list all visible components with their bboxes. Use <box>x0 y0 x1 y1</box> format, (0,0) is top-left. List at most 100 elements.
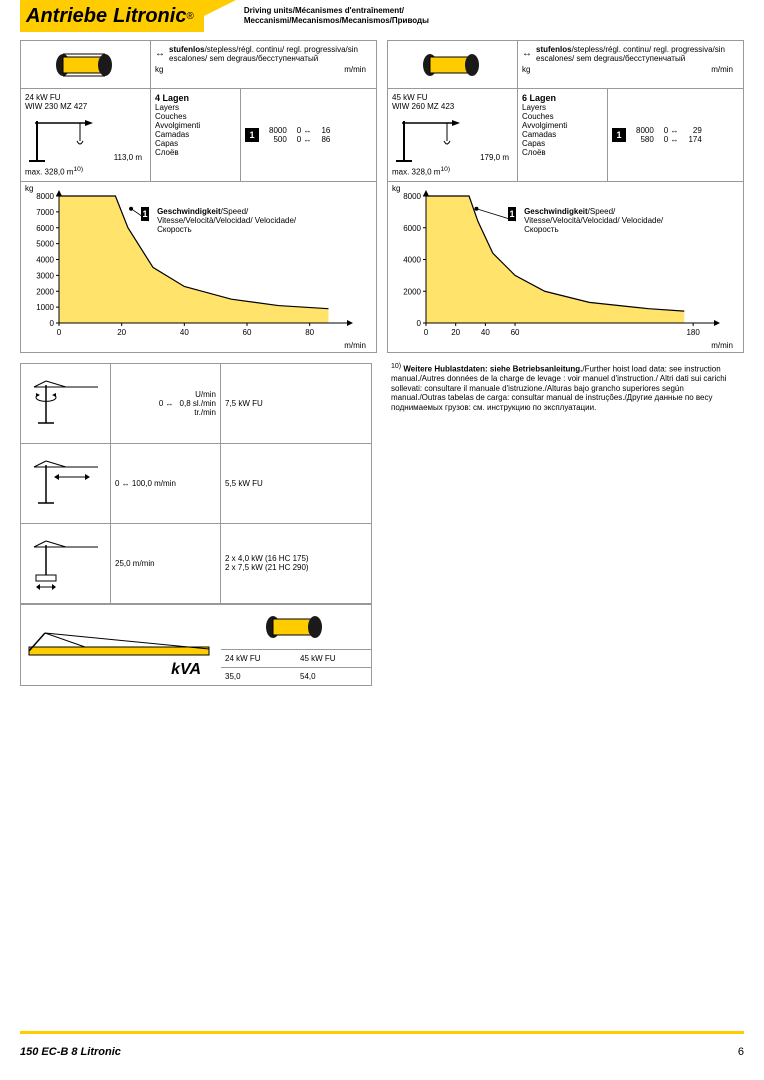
slewing-val-cell: 0 ↔ U/min 0,8 sl./min tr./min <box>111 364 221 443</box>
footnote-num: 10) <box>391 363 401 370</box>
speed-badge-1: 1 <box>141 207 149 221</box>
lt-row-travel: 25,0 m/min 2 x 4,0 kW (16 HC 175) 2 x 7,… <box>21 524 371 604</box>
trolley-val: 0 ↔ 100,0 m/min <box>111 444 221 523</box>
header-title-block: Antriebe Litronic ® <box>20 0 204 32</box>
d2: 500 <box>269 135 287 144</box>
left-info-row: 24 kW FU WIW 230 MZ 427 113,0 m max. 328… <box>21 89 376 182</box>
svg-text:40: 40 <box>180 328 189 337</box>
lt-row-trolley: 0 ↔ 100,0 m/min 5,5 kW FU <box>21 444 371 524</box>
svg-text:8000: 8000 <box>403 192 421 201</box>
svg-text:60: 60 <box>511 328 520 337</box>
lagen-trans: Layers Couches Avvolgimenti Camadas Capa… <box>155 103 236 157</box>
footer-page: 6 <box>738 1046 744 1058</box>
left-data-cell: 1 8000 500 0 ↔ 0 ↔ 16 86 <box>241 89 376 181</box>
footer-bar <box>20 1031 744 1034</box>
svg-text:2000: 2000 <box>403 287 421 296</box>
svg-text:0: 0 <box>57 328 62 337</box>
speed-legend-r: 1 Geschwindigkeit/Speed/ Vitesse/Velocit… <box>508 207 678 235</box>
svg-text:5000: 5000 <box>36 239 54 248</box>
d1: 8000 <box>269 126 287 135</box>
right-info-row: 45 kW FU WIW 260 MZ 423 179,0 m max. 328… <box>388 89 743 182</box>
left-info-crane: 24 kW FU WIW 230 MZ 427 113,0 m max. 328… <box>21 89 151 181</box>
subtitle-line2: Meccanismi/Mecanismos/Mecanismos/Приводы <box>244 16 429 26</box>
header-title: Antriebe <box>26 5 107 28</box>
double-arrow-icon: ↔ <box>155 48 165 60</box>
y-axis-label-r: kg <box>392 184 400 193</box>
kg-label-r: kg <box>522 65 530 74</box>
rd4: 0 ↔ <box>664 135 679 144</box>
svg-text:4000: 4000 <box>403 255 421 264</box>
right-lagen-cell: 6 Lagen Layers Couches Avvolgimenti Cama… <box>518 89 608 181</box>
trolley-crane-icon <box>26 453 106 513</box>
crane-icon-r <box>392 111 472 171</box>
travel-crane-icon <box>26 533 106 593</box>
registered-mark: ® <box>186 11 193 22</box>
trolley-icon-cell <box>21 444 111 523</box>
spec-header-row: ↔ stufenlos/stepless/régl. continu/ regl… <box>21 41 376 89</box>
motor-icon-small <box>261 611 331 643</box>
stepless-label-r: stufenlos <box>536 45 572 54</box>
footnote-bold: Weitere Hublastdaten: siehe Betriebsanle… <box>403 364 582 373</box>
max-sup: 10) <box>73 166 83 173</box>
kva-right: 24 kW FU 45 kW FU 35,0 54,0 <box>221 605 371 685</box>
model-label: WIW 230 MZ 427 <box>25 102 146 111</box>
svg-text:8000: 8000 <box>36 192 54 201</box>
mmin-label-r: m/min <box>711 65 733 74</box>
slewing-icon-cell <box>21 364 111 443</box>
kva-left: kVA <box>21 605 221 685</box>
trolley-power: 5,5 kW FU <box>221 444 371 523</box>
speed-badge-r: 1 <box>612 128 626 142</box>
svg-text:40: 40 <box>481 328 490 337</box>
motor-icon-r <box>418 49 488 81</box>
subtitle-line1: Driving units/Mécanismes d'entraînement/ <box>244 6 429 16</box>
page-header: Antriebe Litronic ® Driving units/Mécani… <box>20 0 744 32</box>
lagen-title: 4 Lagen <box>155 93 236 103</box>
kg-label: kg <box>155 65 163 74</box>
travel-power: 2 x 4,0 kW (16 HC 175) 2 x 7,5 kW (21 HC… <box>221 524 371 603</box>
kva-v1: 35,0 <box>221 668 296 685</box>
speed-badge: 1 <box>245 128 259 142</box>
power-label: 24 kW FU <box>25 93 146 102</box>
left-column: ↔ stufenlos/stepless/régl. continu/ regl… <box>20 40 377 686</box>
svg-text:0: 0 <box>424 328 429 337</box>
max-height-label: max. 328,0 m <box>25 168 73 177</box>
main-content: ↔ stufenlos/stepless/régl. continu/ regl… <box>0 40 764 686</box>
svg-text:1000: 1000 <box>36 303 54 312</box>
motor-icon-cell <box>21 41 151 89</box>
svg-text:180: 180 <box>686 328 700 337</box>
header-brand: Litronic <box>113 5 186 28</box>
svg-text:80: 80 <box>305 328 314 337</box>
rd2: 580 <box>636 135 654 144</box>
stepless-label: stufenlos <box>169 45 205 54</box>
right-data-table: 8000 580 0 ↔ 0 ↔ 29 174 <box>636 126 702 144</box>
rd3: 0 ↔ <box>664 126 679 135</box>
travel-val: 25,0 m/min <box>111 524 221 603</box>
footer-brand: Litronic <box>81 1046 121 1058</box>
svg-text:6000: 6000 <box>36 223 54 232</box>
model-label-r: WIW 260 MZ 423 <box>392 102 513 111</box>
motor-icon <box>51 49 121 81</box>
kva-label: kVA <box>171 661 201 679</box>
y-axis-label: kg <box>25 184 33 193</box>
stepless-cell: ↔ stufenlos/stepless/régl. continu/ regl… <box>151 41 376 89</box>
speed-bold: Geschwindigkeit <box>157 207 221 216</box>
kva-h1: 24 kW FU <box>221 650 296 667</box>
slew-val: 0 ↔ <box>159 399 174 408</box>
max-sup-r: 10) <box>440 166 450 173</box>
lagen-trans-r: Layers Couches Avvolgimenti Camadas Capa… <box>522 103 603 157</box>
slewing-power: 7,5 kW FU <box>221 364 371 443</box>
right-spec-panel: ↔ stufenlos/stepless/régl. continu/ regl… <box>387 40 744 353</box>
lt-row-slewing: 0 ↔ U/min 0,8 sl./min tr./min 7,5 kW FU <box>21 364 371 444</box>
slewing-crane-icon <box>26 373 106 433</box>
svg-text:0: 0 <box>417 319 422 328</box>
rd6: 174 <box>688 135 701 144</box>
left-lagen-cell: 4 Lagen Layers Couches Avvolgimenti Cama… <box>151 89 241 181</box>
mmin-label: m/min <box>344 65 366 74</box>
left-chart: kg m/min 1 Geschwindigkeit/Speed/ Vitess… <box>21 182 376 352</box>
header-subtitle: Driving units/Mécanismes d'entraînement/… <box>244 6 429 25</box>
svg-text:4000: 4000 <box>36 255 54 264</box>
footer-model: 150 EC-B 8 <box>20 1046 77 1058</box>
stepless-cell-r: ↔ stufenlos/stepless/régl. continu/ regl… <box>518 41 743 89</box>
lower-table: 0 ↔ U/min 0,8 sl./min tr./min 7,5 kW FU <box>20 363 372 686</box>
footer-left: 150 EC-B 8 Litronic <box>20 1046 121 1058</box>
